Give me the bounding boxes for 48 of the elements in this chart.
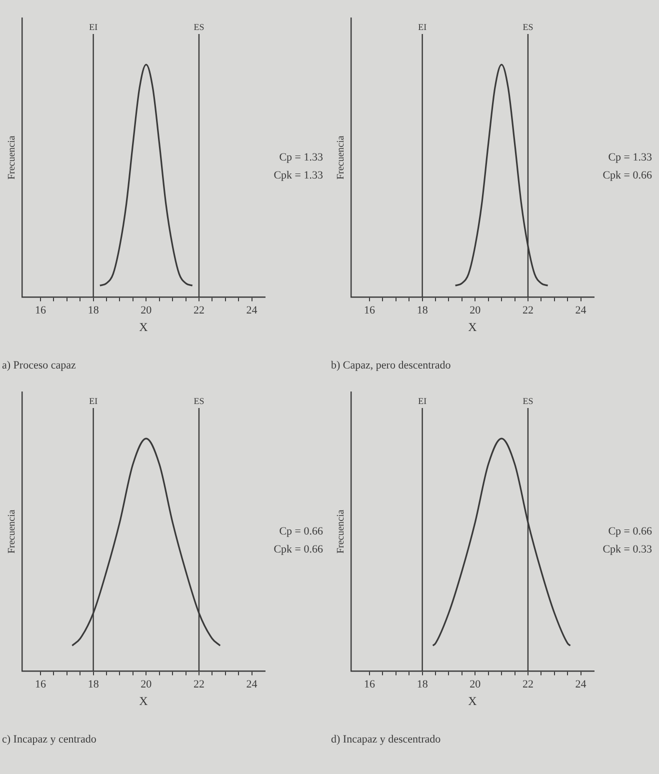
- x-axis-title: X: [139, 320, 148, 334]
- text: a) Proceso capaz: [2, 359, 76, 372]
- x-tick-label: 24: [246, 678, 258, 691]
- ref-line-label: EI: [418, 22, 427, 32]
- x-tick-label: 24: [575, 678, 587, 691]
- y-axis-title: Frecuencia: [336, 509, 347, 554]
- x-tick-label: 20: [470, 304, 482, 317]
- x-tick-label: 16: [34, 678, 46, 691]
- x-tick-label: 18: [88, 678, 100, 691]
- ref-line-label: EI: [89, 396, 98, 406]
- x-tick-label: 20: [470, 678, 482, 691]
- y-axis-title: Frecuencia: [336, 135, 347, 180]
- x-tick-label: 20: [140, 678, 152, 691]
- text: Cpk = 0.66: [602, 169, 652, 182]
- x-tick-label: 24: [246, 304, 258, 317]
- ref-line-label: EI: [89, 22, 98, 32]
- y-axis-title: Frecuencia: [6, 135, 18, 180]
- x-tick-label: 18: [88, 304, 100, 317]
- x-tick-label: 22: [193, 678, 204, 691]
- text: Cpk = 0.33: [602, 543, 652, 556]
- text: d) Incapaz y descentrado: [331, 733, 442, 746]
- ref-line-label: EI: [418, 396, 427, 406]
- x-tick-label: 16: [364, 678, 376, 691]
- text: Cp = 0.66: [608, 525, 652, 538]
- x-tick-label: 18: [416, 304, 428, 317]
- text: Cp = 1.33: [608, 151, 652, 164]
- x-tick-label: 16: [34, 304, 46, 317]
- x-tick-label: 22: [522, 304, 534, 317]
- text: Cp = 0.66: [279, 525, 324, 538]
- x-tick-label: 24: [575, 304, 587, 317]
- x-axis-title: X: [468, 694, 478, 708]
- ref-line-label: ES: [194, 22, 204, 32]
- x-axis-title: X: [468, 320, 478, 334]
- x-tick-label: 18: [416, 678, 428, 691]
- ref-line-label: ES: [522, 22, 534, 32]
- text: Cpk = 1.33: [274, 169, 324, 182]
- x-tick-label: 20: [140, 304, 152, 317]
- text: Cpk = 0.66: [274, 543, 324, 556]
- x-axis-title: X: [139, 694, 148, 708]
- x-tick-label: 16: [364, 304, 376, 317]
- x-tick-label: 22: [522, 678, 534, 691]
- ref-line-label: ES: [194, 396, 204, 406]
- text: b) Capaz, pero descentrado: [331, 359, 452, 372]
- ref-line-label: ES: [522, 396, 534, 406]
- x-tick-label: 22: [193, 304, 204, 317]
- y-axis-title: Frecuencia: [6, 509, 18, 554]
- text: Cp = 1.33: [279, 151, 324, 164]
- text: c) Incapaz y centrado: [2, 733, 97, 746]
